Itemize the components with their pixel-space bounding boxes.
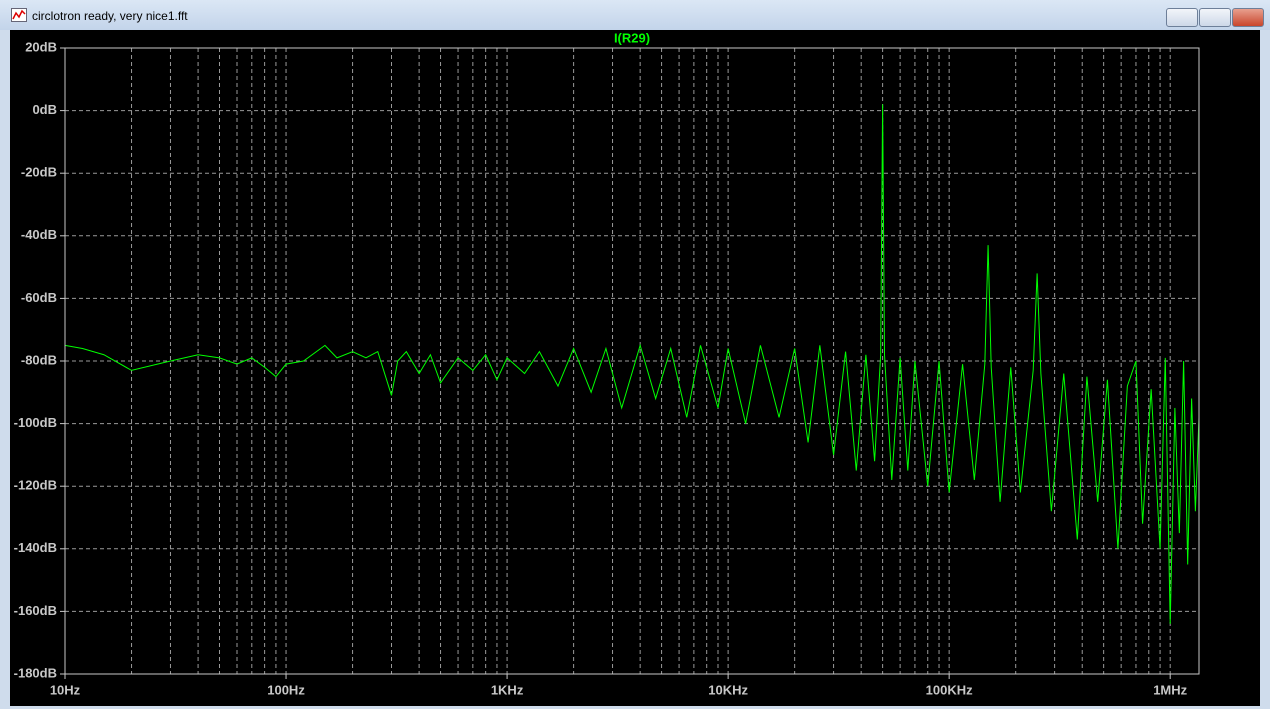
window-title: circlotron ready, very nice1.fft — [32, 9, 188, 23]
x-tick-label: 10Hz — [50, 682, 81, 697]
close-button[interactable] — [1232, 8, 1264, 27]
title-bar: circlotron ready, very nice1.fft — [0, 0, 1270, 30]
y-tick-label: -140dB — [14, 540, 57, 555]
x-tick-label: 100Hz — [267, 682, 305, 697]
y-tick-label: -20dB — [21, 165, 57, 180]
y-tick-label: -160dB — [14, 603, 57, 618]
plot-background — [10, 30, 1260, 706]
x-tick-label: 100KHz — [926, 682, 973, 697]
y-tick-label: -80dB — [21, 352, 57, 367]
y-tick-label: -120dB — [14, 478, 57, 493]
y-tick-label: 20dB — [25, 39, 57, 54]
app-icon — [11, 8, 27, 22]
y-tick-label: 0dB — [32, 102, 57, 117]
y-tick-label: -40dB — [21, 227, 57, 242]
x-tick-label: 1MHz — [1153, 682, 1187, 697]
x-tick-label: 1KHz — [491, 682, 524, 697]
chart: I(R29) 20dB 0dB -20dB -40dB -60dB -80dB -100dB… — [10, 30, 1260, 706]
y-tick-label: -60dB — [21, 290, 57, 305]
plot-frame — [64, 47, 1200, 675]
minimize-button[interactable] — [1166, 8, 1198, 27]
y-tick-label: -180dB — [14, 665, 57, 680]
trace — [64, 104, 1200, 624]
maximize-button[interactable] — [1199, 8, 1231, 27]
x-tick-label: 10KHz — [708, 682, 748, 697]
y-tick-label: -100dB — [14, 415, 57, 430]
trace-label: I(R29) — [614, 30, 650, 45]
